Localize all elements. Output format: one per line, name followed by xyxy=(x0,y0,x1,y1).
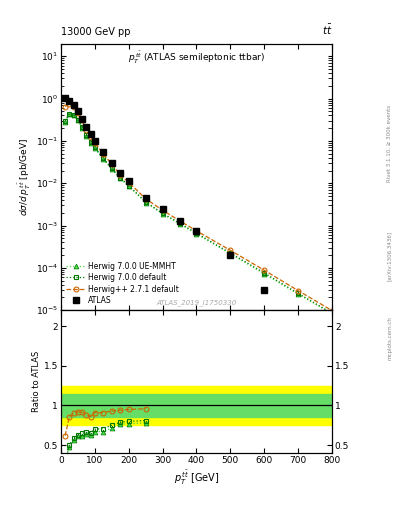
ATLAS xyxy=(101,149,106,155)
Herwig 7.0.0 default xyxy=(262,270,266,276)
Herwig 7.0.0 UE-MMHT xyxy=(92,145,97,152)
ATLAS xyxy=(88,131,93,137)
Herwig++ 2.7.1 default xyxy=(84,126,89,133)
Text: $p_T^{\,t\bar{t}}$ (ATLAS semileptonic ttbar): $p_T^{\,t\bar{t}}$ (ATLAS semileptonic t… xyxy=(128,50,265,67)
Herwig 7.0.0 UE-MMHT xyxy=(228,251,233,257)
Herwig 7.0.0 default xyxy=(109,165,114,172)
Y-axis label: Ratio to ATLAS: Ratio to ATLAS xyxy=(32,351,41,412)
Herwig 7.0.0 UE-MMHT xyxy=(177,221,182,227)
Herwig 7.0.0 UE-MMHT xyxy=(67,111,72,117)
Bar xyxy=(61,386,332,425)
ATLAS xyxy=(177,218,182,224)
X-axis label: $p_T^{\,t\bar{t}}$ [GeV]: $p_T^{\,t\bar{t}}$ [GeV] xyxy=(174,469,219,487)
Herwig 7.0.0 default xyxy=(67,111,72,117)
Herwig 7.0.0 default xyxy=(118,175,123,181)
Herwig++ 2.7.1 default xyxy=(80,117,84,123)
Herwig++ 2.7.1 default xyxy=(63,103,68,110)
Herwig 7.0.0 default xyxy=(88,139,93,145)
Line: ATLAS: ATLAS xyxy=(62,95,301,326)
Herwig 7.0.0 UE-MMHT xyxy=(160,211,165,217)
Text: mcplots.cern.ch: mcplots.cern.ch xyxy=(387,316,392,360)
Herwig++ 2.7.1 default xyxy=(330,308,334,314)
ATLAS xyxy=(92,138,97,144)
Herwig 7.0.0 UE-MMHT xyxy=(101,156,106,162)
Herwig 7.0.0 default xyxy=(177,220,182,226)
Bar xyxy=(61,394,332,417)
Herwig++ 2.7.1 default xyxy=(160,207,165,214)
Herwig 7.0.0 default xyxy=(228,250,233,256)
Text: $t\bar{t}$: $t\bar{t}$ xyxy=(321,23,332,37)
Herwig 7.0.0 default xyxy=(194,230,199,237)
Text: ATLAS_2019_I1750330: ATLAS_2019_I1750330 xyxy=(156,300,237,306)
Herwig 7.0.0 UE-MMHT xyxy=(143,200,148,206)
Herwig++ 2.7.1 default xyxy=(75,110,80,116)
Herwig++ 2.7.1 default xyxy=(228,247,233,253)
Herwig++ 2.7.1 default xyxy=(296,288,301,294)
ATLAS xyxy=(84,124,89,131)
Y-axis label: $d\sigma / d\,p_T^{\,t\bar{t}}$ [pb/GeV]: $d\sigma / d\,p_T^{\,t\bar{t}}$ [pb/GeV] xyxy=(17,138,33,216)
ATLAS xyxy=(126,178,131,184)
Herwig 7.0.0 UE-MMHT xyxy=(84,133,89,139)
ATLAS xyxy=(109,160,114,166)
Herwig++ 2.7.1 default xyxy=(143,196,148,202)
Herwig++ 2.7.1 default xyxy=(109,161,114,167)
Herwig 7.0.0 default xyxy=(80,124,84,130)
Text: 13000 GeV pp: 13000 GeV pp xyxy=(61,27,130,37)
Herwig 7.0.0 default xyxy=(143,199,148,205)
Herwig++ 2.7.1 default xyxy=(194,228,199,234)
Herwig 7.0.0 UE-MMHT xyxy=(126,183,131,189)
ATLAS xyxy=(75,108,80,114)
Herwig 7.0.0 UE-MMHT xyxy=(118,175,123,181)
Herwig 7.0.0 default xyxy=(84,132,89,138)
Herwig++ 2.7.1 default xyxy=(118,172,123,178)
Herwig 7.0.0 UE-MMHT xyxy=(262,271,266,277)
Herwig 7.0.0 UE-MMHT xyxy=(88,140,93,146)
Herwig++ 2.7.1 default xyxy=(126,179,131,185)
Herwig++ 2.7.1 default xyxy=(71,104,76,110)
Text: Rivet 3.1.10, ≥ 300k events: Rivet 3.1.10, ≥ 300k events xyxy=(387,105,392,182)
Herwig 7.0.0 default xyxy=(63,118,68,124)
ATLAS xyxy=(194,228,199,234)
Legend: Herwig 7.0.0 UE-MMHT, Herwig 7.0.0 default, Herwig++ 2.7.1 default, ATLAS: Herwig 7.0.0 UE-MMHT, Herwig 7.0.0 defau… xyxy=(65,261,181,306)
Line: Herwig 7.0.0 UE-MMHT: Herwig 7.0.0 UE-MMHT xyxy=(63,112,334,316)
Herwig 7.0.0 default xyxy=(71,112,76,118)
ATLAS xyxy=(80,116,84,122)
ATLAS xyxy=(67,98,72,104)
ATLAS xyxy=(143,195,148,201)
ATLAS xyxy=(160,206,165,212)
Text: [arXiv:1306.3436]: [arXiv:1306.3436] xyxy=(387,231,392,281)
ATLAS xyxy=(63,95,68,101)
ATLAS xyxy=(118,170,123,177)
Herwig++ 2.7.1 default xyxy=(177,218,182,224)
Herwig 7.0.0 default xyxy=(101,155,106,161)
Herwig 7.0.0 UE-MMHT xyxy=(75,117,80,123)
Herwig 7.0.0 UE-MMHT xyxy=(63,119,68,125)
Line: Herwig 7.0.0 default: Herwig 7.0.0 default xyxy=(63,111,334,316)
Line: Herwig++ 2.7.1 default: Herwig++ 2.7.1 default xyxy=(63,101,334,313)
ATLAS xyxy=(296,320,301,326)
Herwig 7.0.0 UE-MMHT xyxy=(80,124,84,131)
Herwig++ 2.7.1 default xyxy=(67,100,72,106)
Herwig 7.0.0 default xyxy=(330,310,334,316)
Herwig 7.0.0 default xyxy=(296,290,301,296)
Herwig++ 2.7.1 default xyxy=(101,151,106,157)
Herwig 7.0.0 UE-MMHT xyxy=(109,166,114,172)
Herwig 7.0.0 default xyxy=(126,182,131,188)
Herwig 7.0.0 UE-MMHT xyxy=(194,231,199,237)
ATLAS xyxy=(228,252,233,258)
Herwig 7.0.0 UE-MMHT xyxy=(296,291,301,297)
Herwig 7.0.0 UE-MMHT xyxy=(330,311,334,317)
Herwig 7.0.0 default xyxy=(75,117,80,123)
ATLAS xyxy=(262,287,266,293)
Herwig 7.0.0 UE-MMHT xyxy=(71,112,76,118)
ATLAS xyxy=(71,102,76,108)
Herwig 7.0.0 default xyxy=(160,210,165,217)
Herwig 7.0.0 default xyxy=(92,144,97,151)
Herwig++ 2.7.1 default xyxy=(92,140,97,146)
Herwig++ 2.7.1 default xyxy=(262,267,266,273)
Herwig++ 2.7.1 default xyxy=(88,134,93,140)
